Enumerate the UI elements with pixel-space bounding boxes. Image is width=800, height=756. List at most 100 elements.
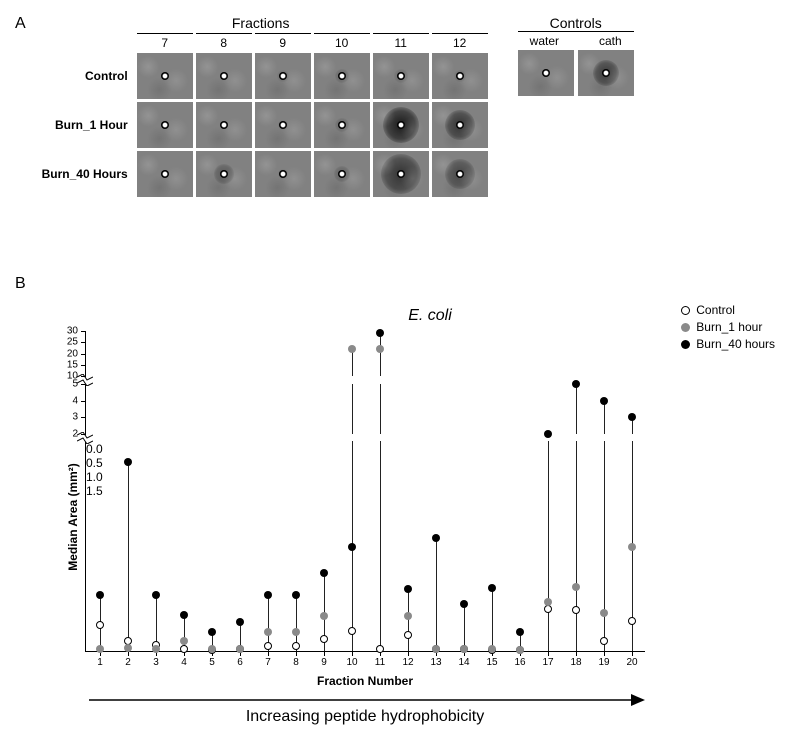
data-point [124,458,132,466]
well-image [314,102,370,148]
data-point [124,644,132,652]
chart-title: E. coli [15,307,785,325]
data-point [488,584,496,592]
data-point [348,627,356,635]
well-image [373,151,429,197]
data-point [460,600,468,608]
data-point [544,598,552,606]
data-point [628,413,636,421]
legend: Control Burn_1 hour Burn_40 hours [681,303,775,354]
panel-a: Fractions 789101112 Control Burn_1 Hour Bur… [34,15,634,197]
fractions-grid: 789101112 Control Burn_1 Hour Burn_40 Hours [34,33,488,197]
data-point [572,380,580,388]
fraction-col-9: 9 [255,33,311,50]
well-image [518,50,574,96]
data-point [292,642,300,650]
well-image [314,53,370,99]
data-point [236,618,244,626]
data-point [320,635,328,643]
well-image [137,151,193,197]
data-point [404,612,412,620]
panel-a-label: A [15,15,26,33]
fractions-title: Fractions [34,15,488,31]
hydrophobicity-arrow [85,692,645,708]
control-label-water: water [530,34,559,48]
hydrophobicity-label: Increasing peptide hydrophobicity [85,708,645,726]
data-point [180,645,188,653]
well-image [196,102,252,148]
legend-item: Burn_40 hours [681,337,775,351]
data-point [180,611,188,619]
well-image [373,53,429,99]
data-point [152,645,160,653]
row-label: Control [34,69,134,83]
well-image [432,102,488,148]
well-image [314,151,370,197]
fraction-col-10: 10 [314,33,370,50]
fraction-col-11: 11 [373,33,429,50]
data-point [628,543,636,551]
data-point [348,345,356,353]
fraction-col-7: 7 [137,33,193,50]
panel-b-label: B [15,275,26,293]
data-point [376,329,384,337]
data-point [460,645,468,653]
well-image [255,102,311,148]
legend-item: Control [681,303,775,317]
data-point [544,605,552,613]
row-label: Burn_40 Hours [34,167,134,181]
data-point [96,621,104,629]
data-point [96,591,104,599]
well-image [196,151,252,197]
well-image [432,151,488,197]
well-image [578,50,634,96]
data-point [376,645,384,653]
data-point [180,637,188,645]
data-point [404,585,412,593]
data-point [600,637,608,645]
chart-area: 101520253023450.00.51.01.512345678910111… [85,331,645,652]
data-point [488,645,496,653]
fraction-col-12: 12 [432,33,488,50]
data-point [516,646,524,654]
data-point [208,645,216,653]
data-point [320,612,328,620]
panel-b: E. coli ControlBurn_1 hourBurn_40 hours … [15,307,785,726]
data-point [628,617,636,625]
data-point [152,591,160,599]
data-point [264,628,272,636]
well-image [432,53,488,99]
well-image [137,53,193,99]
control-label-cath: cath [599,34,622,48]
data-point [600,609,608,617]
data-point [264,642,272,650]
y-axis-title: Median Area (mm²) [66,463,80,571]
controls-title: Controls [518,15,634,32]
data-point [376,345,384,353]
fraction-col-8: 8 [196,33,252,50]
data-point [572,583,580,591]
legend-item: Burn_1 hour [681,320,775,334]
data-point [292,628,300,636]
data-point [572,606,580,614]
controls-row [518,50,634,96]
data-point [432,645,440,653]
well-image [255,53,311,99]
data-point [600,397,608,405]
well-image [137,102,193,148]
data-point [292,591,300,599]
data-point [320,569,328,577]
data-point [96,645,104,653]
data-point [404,631,412,639]
row-label: Burn_1 Hour [34,118,134,132]
data-point [516,628,524,636]
well-image [255,151,311,197]
well-image [373,102,429,148]
data-point [236,645,244,653]
x-axis-title: Fraction Number [85,674,645,688]
data-point [348,543,356,551]
data-point [208,628,216,636]
well-image [196,53,252,99]
data-point [264,591,272,599]
data-point [432,534,440,542]
